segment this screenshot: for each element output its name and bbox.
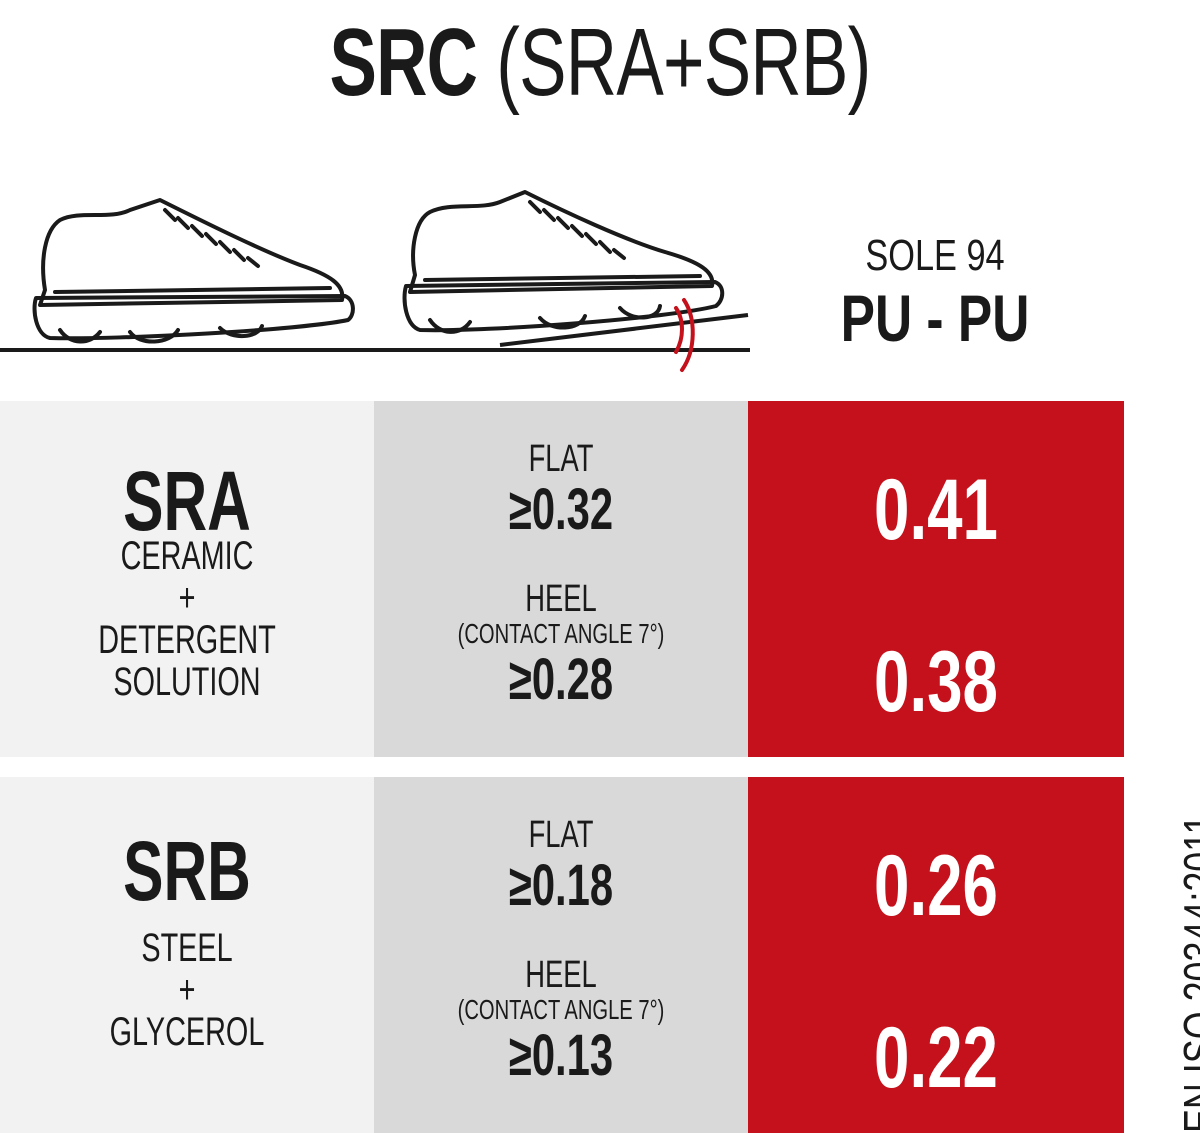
srb-result-cell: 0.26 0.22 (748, 777, 1124, 1133)
srb-flat-result: 0.26 (874, 838, 998, 934)
slip-wave-icon (674, 298, 695, 372)
sra-desc-line: DETERGENT (98, 618, 276, 662)
flat-label: FLAT (528, 438, 594, 480)
incline-line (499, 313, 749, 347)
shoe-heel-icon (402, 190, 725, 334)
srb-row: SRB STEEL + GLYCEROL FLAT ≥0.18 HEEL (CO… (0, 777, 1124, 1133)
heel-label: HEEL (525, 578, 597, 620)
srb-heel-req: HEEL (CONTACT ANGLE 7°) ≥0.13 (374, 955, 748, 1087)
standard-label: EN ISO 20344:2011 (1174, 814, 1200, 1133)
sra-desc-line: + (178, 576, 196, 620)
srb-desc: STEEL + GLYCEROL (0, 927, 374, 1053)
srb-desc-line: + (178, 968, 196, 1012)
srb-condition-cell: SRB STEEL + GLYCEROL (0, 777, 374, 1133)
sole-info: SOLE 94 PU - PU (780, 230, 1090, 354)
sra-condition-cell: SRA CERAMIC + DETERGENT SOLUTION (0, 401, 374, 757)
sra-flat-req: FLAT ≥0.32 (374, 439, 748, 541)
sra-desc: CERAMIC + DETERGENT SOLUTION (0, 535, 374, 703)
srb-code-text: SRB (123, 824, 251, 918)
srb-desc-line: GLYCEROL (109, 1010, 265, 1054)
heel-requirement: ≥0.28 (508, 647, 614, 712)
srb-requirement-cell: FLAT ≥0.18 HEEL (CONTACT ANGLE 7°) ≥0.13 (374, 777, 748, 1133)
sra-desc-line: SOLUTION (113, 660, 261, 704)
heel-label: HEEL (525, 954, 597, 996)
sole-label: SOLE 94 (865, 231, 1005, 280)
title-main: SRC (329, 9, 478, 116)
heel-requirement: ≥0.13 (508, 1023, 614, 1088)
title-sub: (SRA+SRB) (496, 9, 871, 116)
sole-material: PU - PU (840, 281, 1030, 355)
flat-label: FLAT (528, 814, 594, 856)
sra-desc-line: CERAMIC (120, 534, 254, 578)
srb-flat-req: FLAT ≥0.18 (374, 815, 748, 917)
sra-requirement-cell: FLAT ≥0.32 HEEL (CONTACT ANGLE 7°) ≥0.28 (374, 401, 748, 757)
sra-row: SRA CERAMIC + DETERGENT SOLUTION FLAT ≥0… (0, 401, 1124, 757)
sra-result-cell: 0.41 0.38 (748, 401, 1124, 757)
shoe-flat-icon (32, 198, 355, 344)
sra-heel-req: HEEL (CONTACT ANGLE 7°) ≥0.28 (374, 579, 748, 711)
flat-requirement: ≥0.32 (508, 477, 614, 542)
shoe-illustration (0, 190, 750, 372)
page-title: SRC (SRA+SRB) (156, 0, 1044, 130)
sra-flat-result: 0.41 (874, 462, 998, 558)
srb-heel-result: 0.22 (874, 1010, 998, 1106)
srb-code: SRB (0, 824, 374, 918)
srb-desc-line: STEEL (141, 926, 233, 970)
heel-note: (CONTACT ANGLE 7°) (457, 994, 665, 1025)
sra-code: SRA (0, 454, 374, 548)
flat-requirement: ≥0.18 (508, 853, 614, 918)
sra-heel-result: 0.38 (874, 634, 998, 730)
heel-note: (CONTACT ANGLE 7°) (457, 618, 665, 649)
sra-code-text: SRA (123, 454, 251, 548)
